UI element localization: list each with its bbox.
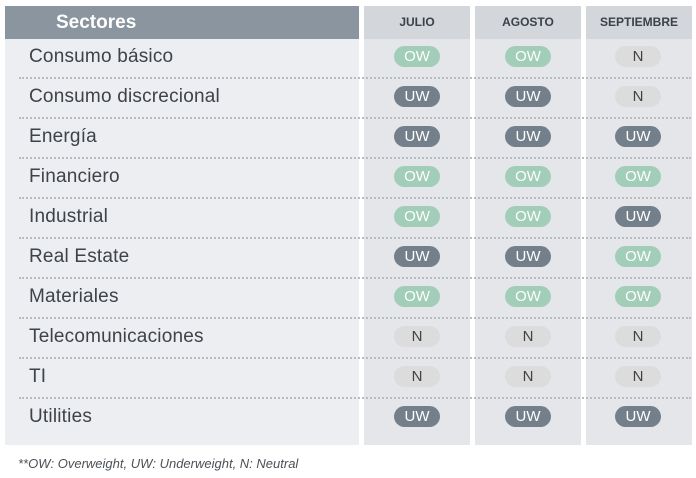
rating-badge: UW: [505, 126, 551, 147]
sector-label: Materiales: [29, 286, 119, 307]
rating-badge: N: [394, 366, 440, 387]
rating-badge: UW: [394, 86, 440, 107]
month-header-septiembre: SEPTIEMBRE: [586, 6, 692, 39]
sector-label: Real Estate: [29, 246, 130, 267]
dotted-divider: [19, 277, 691, 279]
dotted-divider: [19, 197, 691, 199]
dotted-divider: [19, 237, 691, 239]
table-row: Materiales OW OW OW: [5, 279, 691, 319]
table-row: Utilities UW UW UW: [5, 399, 691, 439]
rating-badge: N: [505, 366, 551, 387]
rating-badge: OW: [394, 46, 440, 67]
rating-badge: UW: [505, 406, 551, 427]
sector-label: Financiero: [29, 166, 120, 187]
sectors-column: Sectores: [5, 6, 359, 445]
table-row: Financiero OW OW OW: [5, 159, 691, 199]
rating-badge: UW: [615, 206, 661, 227]
rating-badge: UW: [505, 86, 551, 107]
rating-badge: N: [615, 326, 661, 347]
rating-badge: N: [394, 326, 440, 347]
dotted-divider: [19, 157, 691, 159]
rating-badge: OW: [505, 206, 551, 227]
sector-label: Telecomunicaciones: [29, 326, 204, 347]
table-row: Consumo discrecional UW UW N: [5, 79, 691, 119]
sector-label: Utilities: [29, 406, 93, 427]
table-row: Real Estate UW UW OW: [5, 239, 691, 279]
dotted-divider: [19, 117, 691, 119]
rating-badge: OW: [615, 246, 661, 267]
sector-label: Energía: [29, 126, 97, 147]
rating-badge: UW: [394, 126, 440, 147]
rating-badge: OW: [505, 46, 551, 67]
rating-badge: OW: [394, 286, 440, 307]
sectors-header: Sectores: [5, 6, 359, 39]
month-header-agosto: AGOSTO: [475, 6, 581, 39]
rating-badge: OW: [505, 286, 551, 307]
rating-badge: UW: [615, 126, 661, 147]
sector-label: Industrial: [29, 206, 109, 227]
rating-badge: OW: [394, 166, 440, 187]
rating-badge: N: [505, 326, 551, 347]
dotted-divider: [19, 357, 691, 359]
rating-badge: UW: [615, 406, 661, 427]
rating-badge: OW: [615, 166, 661, 187]
rating-badge: UW: [394, 406, 440, 427]
table-row: Energía UW UW UW: [5, 119, 691, 159]
rating-badge: UW: [505, 246, 551, 267]
rating-badge: OW: [505, 166, 551, 187]
sector-label: Consumo básico: [29, 46, 174, 67]
sector-rows: Consumo básico OW OW N Consumo discrecional U…: [5, 39, 691, 439]
table-row: Telecomunicaciones N N N: [5, 319, 691, 359]
month-header-julio: JULIO: [364, 6, 470, 39]
sector-label: Consumo discrecional: [29, 86, 220, 107]
legend-footnote: **OW: Overweight, UW: Underweight, N: Ne…: [18, 456, 299, 471]
sector-label: TI: [29, 366, 47, 387]
dotted-divider: [19, 317, 691, 319]
table-row: Consumo básico OW OW N: [5, 39, 691, 79]
dotted-divider: [19, 77, 691, 79]
table-row: Industrial OW OW UW: [5, 199, 691, 239]
rating-badge: N: [615, 366, 661, 387]
rating-badge: OW: [394, 206, 440, 227]
rating-badge: OW: [615, 286, 661, 307]
dotted-divider: [19, 397, 691, 399]
rating-badge: N: [615, 46, 661, 67]
table-row: TI N N N: [5, 359, 691, 399]
rating-badge: N: [615, 86, 661, 107]
rating-badge: UW: [394, 246, 440, 267]
